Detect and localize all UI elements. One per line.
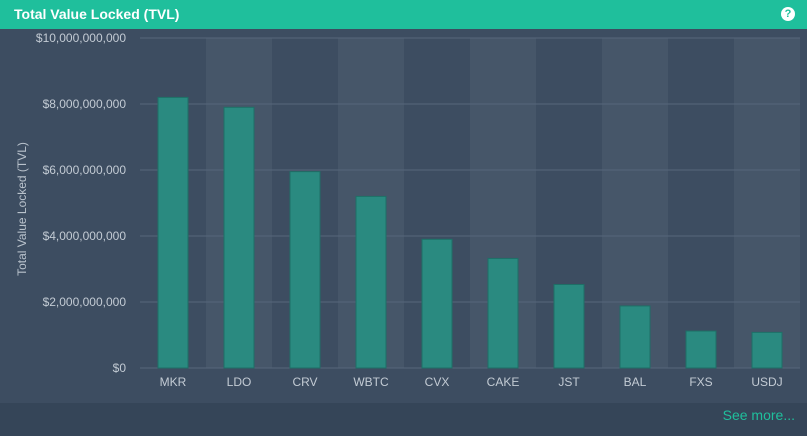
- see-more-link[interactable]: See more...: [722, 407, 795, 423]
- widget-footer: See more...: [0, 403, 807, 436]
- bar-mkr: [157, 96, 189, 369]
- x-tick-label: LDO: [227, 375, 252, 389]
- bar-jst: [553, 284, 585, 369]
- y-axis-ticks: $0 $2,000,000,000 $4,000,000,000 $6,000,000…: [36, 31, 126, 375]
- y-tick-label: $8,000,000,000: [43, 97, 127, 111]
- x-tick-label: JST: [558, 375, 580, 389]
- chart-area: $0 $2,000,000,000 $4,000,000,000 $6,000,000…: [0, 29, 807, 403]
- widget-title: Total Value Locked (TVL): [14, 6, 180, 22]
- help-icon[interactable]: ?: [781, 7, 795, 21]
- x-tick-label: WBTC: [353, 375, 389, 389]
- x-tick-label: MKR: [160, 375, 187, 389]
- bar-usdj: [751, 331, 783, 369]
- x-tick-label: BAL: [624, 375, 647, 389]
- column-band: [734, 38, 800, 368]
- bar-fxs: [685, 330, 717, 369]
- y-axis-label: Total Value Locked (TVL): [15, 142, 29, 276]
- x-tick-label: FXS: [689, 375, 712, 389]
- tvl-bar-chart: $0 $2,000,000,000 $4,000,000,000 $6,000,000…: [15, 31, 800, 389]
- x-tick-label: CRV: [292, 375, 317, 389]
- x-axis-ticks: MKR LDO CRV WBTC CVX CAKE JST BAL FXS USDJ: [160, 375, 783, 389]
- y-tick-label: $6,000,000,000: [43, 163, 127, 177]
- x-tick-label: CVX: [425, 375, 450, 389]
- x-tick-label: USDJ: [751, 375, 782, 389]
- widget-header: Total Value Locked (TVL) ?: [0, 0, 807, 29]
- y-tick-label: $10,000,000,000: [36, 31, 126, 45]
- bar-wbtc: [355, 195, 387, 369]
- bar-cvx: [421, 238, 453, 369]
- bar-cake: [487, 257, 519, 369]
- y-tick-label: $0: [113, 361, 127, 375]
- y-tick-label: $2,000,000,000: [43, 295, 127, 309]
- bar-ldo: [223, 106, 255, 369]
- bar-bal: [619, 305, 651, 369]
- bars: [157, 96, 783, 369]
- y-tick-label: $4,000,000,000: [43, 229, 127, 243]
- bar-crv: [289, 171, 321, 369]
- x-tick-label: CAKE: [487, 375, 520, 389]
